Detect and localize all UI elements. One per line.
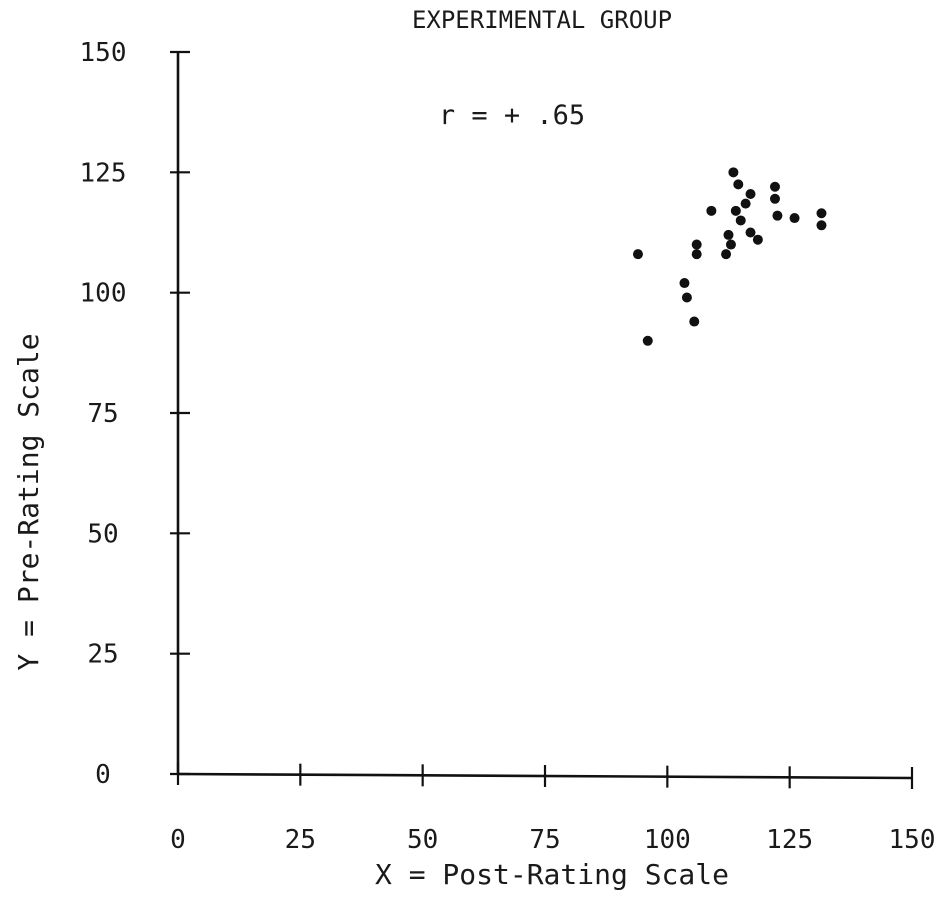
data-point-5 — [689, 316, 700, 327]
data-point-3 — [679, 278, 690, 289]
data-point-7 — [691, 249, 702, 260]
data-point-25 — [816, 220, 827, 231]
y-tick-label-0: 0 — [95, 760, 111, 790]
x-axis-ticks: 0 25 50 75 100 125 150 — [170, 763, 935, 855]
chart-title: EXPERIMENTAL GROUP — [412, 6, 672, 34]
data-point-6 — [691, 239, 702, 250]
data-point-16 — [740, 198, 751, 209]
data-point-2 — [642, 335, 653, 346]
correlation-annotation: r = + .65 — [439, 100, 585, 131]
data-point-10 — [723, 229, 734, 240]
data-point-19 — [752, 234, 763, 245]
data-point-21 — [769, 193, 780, 204]
y-tick-label-125: 125 — [80, 158, 127, 188]
x-tick-label-100: 100 — [644, 825, 691, 855]
data-point-8 — [706, 205, 717, 216]
y-tick-label-25: 25 — [87, 640, 118, 670]
data-point-12 — [728, 167, 739, 178]
x-tick-label-125: 125 — [766, 825, 813, 855]
data-point-17 — [745, 188, 756, 199]
y-axis-ticks: 0 25 50 75 100 125 150 — [80, 38, 190, 790]
x-tick-label-25: 25 — [285, 825, 316, 855]
y-tick-label-50: 50 — [87, 519, 118, 549]
data-point-24 — [816, 208, 827, 219]
x-tick-label-75: 75 — [529, 825, 560, 855]
data-point-11 — [725, 239, 736, 250]
data-point-14 — [733, 179, 744, 190]
data-point-13 — [730, 205, 741, 216]
x-axis-label: X = Post-Rating Scale — [375, 858, 729, 891]
x-tick-label-50: 50 — [407, 825, 438, 855]
y-tick-label-100: 100 — [80, 279, 127, 309]
x-tick-label-150: 150 — [889, 825, 936, 855]
data-point-22 — [772, 210, 783, 221]
data-point-15 — [735, 215, 746, 226]
data-point-1 — [632, 249, 643, 260]
y-axis-label: Y = Pre-Rating Scale — [12, 333, 45, 670]
data-point-4 — [681, 292, 692, 303]
data-points — [632, 167, 827, 346]
data-point-20 — [769, 181, 780, 192]
y-tick-label-75: 75 — [87, 399, 118, 429]
x-tick-label-0: 0 — [170, 825, 186, 855]
data-point-18 — [745, 227, 756, 238]
data-point-9 — [721, 249, 732, 260]
data-point-23 — [789, 213, 800, 224]
y-tick-label-150: 150 — [80, 38, 127, 68]
